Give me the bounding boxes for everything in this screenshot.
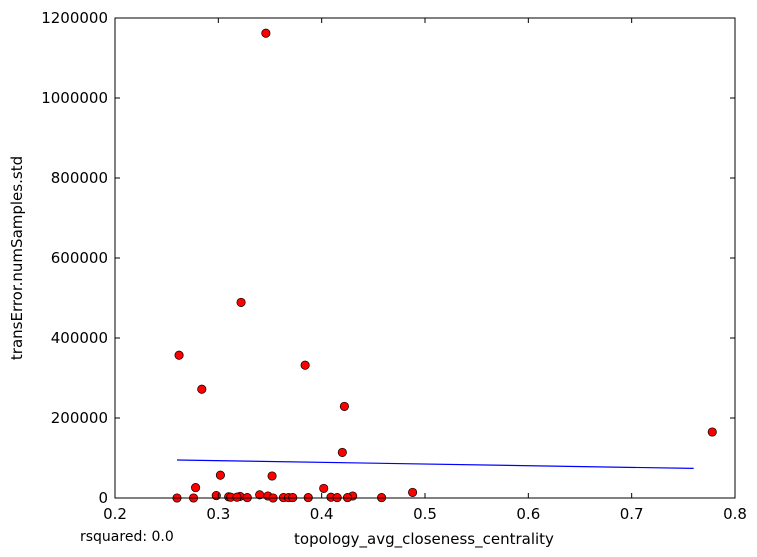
data-point: [337, 447, 347, 457]
y-tick-label: 600000: [51, 249, 108, 267]
y-tick-label: 1000000: [41, 89, 108, 107]
data-point: [236, 297, 246, 307]
rsquared-annotation: rsquared: 0.0: [80, 529, 174, 545]
x-axis-label: topology_avg_closeness_centrality: [294, 530, 554, 549]
data-point: [707, 427, 717, 437]
data-point: [232, 492, 242, 502]
data-point: [211, 491, 221, 501]
data-point: [267, 471, 277, 481]
data-point: [197, 384, 207, 394]
plot-area: [172, 28, 717, 503]
x-tick-label: 0.7: [620, 505, 644, 523]
data-point: [215, 470, 225, 480]
data-point: [191, 483, 201, 493]
y-axis-label: transError.numSamples.std: [8, 156, 26, 360]
data-point: [300, 360, 310, 370]
axes: 0.2 0.3 0.4 0.5 0.6 0.7 0.8 0 200000 400000 600000…: [41, 9, 747, 523]
x-tick-label: 0.2: [103, 505, 127, 523]
x-tick-label: 0.4: [310, 505, 334, 523]
y-tick-label: 200000: [51, 409, 108, 427]
data-point: [319, 483, 329, 493]
data-point: [261, 28, 271, 38]
data-point: [408, 487, 418, 497]
x-tick-label: 0.8: [723, 505, 747, 523]
data-point: [174, 350, 184, 360]
y-tick-label: 400000: [51, 329, 108, 347]
x-tick-label: 0.6: [516, 505, 540, 523]
data-point: [339, 401, 349, 411]
x-tick-label: 0.5: [413, 505, 437, 523]
y-tick-label: 800000: [51, 169, 108, 187]
fit-line: [176, 459, 694, 469]
x-tick-label: 0.3: [206, 505, 230, 523]
y-tick-label: 1200000: [41, 9, 108, 27]
y-tick-label: 0: [98, 489, 108, 507]
